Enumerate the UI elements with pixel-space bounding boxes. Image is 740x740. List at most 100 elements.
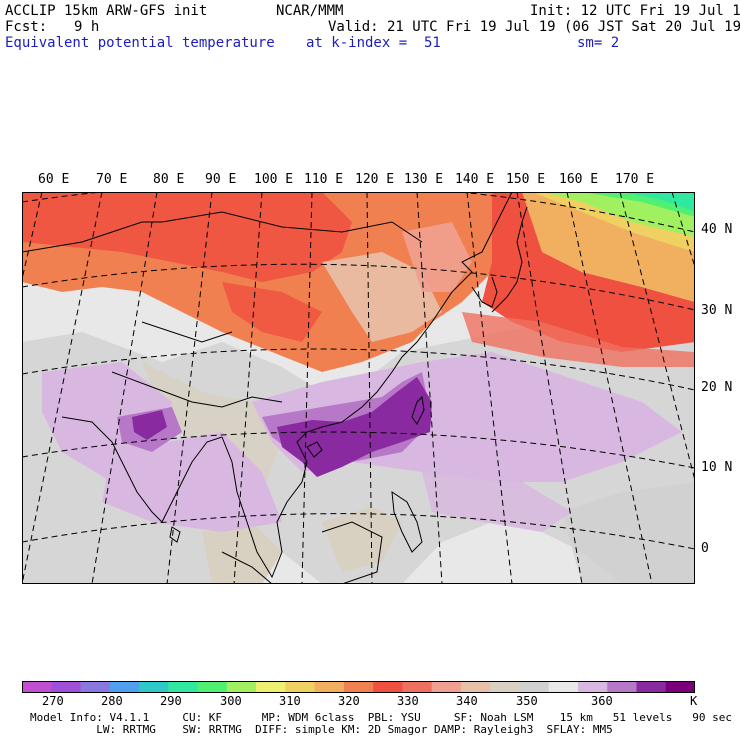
- meridian: [466, 192, 513, 584]
- border-himalaya: [111, 371, 283, 408]
- colorbar: [22, 681, 695, 693]
- colorbar-swatch: [490, 681, 520, 693]
- colorbar-swatch: [285, 681, 316, 693]
- map-frame: [22, 192, 695, 584]
- field-purple-region: [102, 432, 282, 532]
- colorbar-swatch: [51, 681, 82, 693]
- lat-label: 30 N: [701, 303, 733, 318]
- lat-label: 10 N: [701, 460, 733, 475]
- field-warm-band: [222, 282, 322, 342]
- colorbar-tick-label: 320: [338, 694, 360, 708]
- lon-label: 60 E: [38, 172, 70, 187]
- lon-label: 130 E: [404, 172, 444, 187]
- colorbar-swatch: [109, 681, 140, 693]
- lon-label: 80 E: [153, 172, 185, 187]
- colorbar-swatch: [431, 681, 462, 693]
- field-purple-core: [277, 377, 432, 477]
- colorbar-swatch: [402, 681, 433, 693]
- lat-label: 0: [701, 541, 709, 556]
- colorbar-swatch: [343, 681, 374, 693]
- meridian: [566, 192, 653, 584]
- colorbar-swatch: [519, 681, 550, 693]
- colorbar-swatch: [80, 681, 111, 693]
- lon-label: 100 E: [254, 172, 294, 187]
- field-warm-band: [322, 252, 442, 342]
- coastline-borneo: [321, 521, 383, 584]
- colorbar-tick-label: 360: [591, 694, 613, 708]
- coastline-china-north: [441, 192, 513, 308]
- model-info-line2: LW: RRTMG SW: RRTMG DIFF: simple KM: 2D …: [30, 723, 613, 736]
- colorbar-tick-label: 340: [456, 694, 478, 708]
- colorbar-tick-label: 350: [516, 694, 538, 708]
- parallel-40n: [22, 192, 695, 233]
- colorbar-tick-label: 310: [279, 694, 301, 708]
- colorbar-swatch: [197, 681, 228, 693]
- border-misc: [141, 321, 233, 343]
- colorbar-swatch: [636, 681, 667, 693]
- coastline-hainan: [306, 441, 323, 458]
- colorbar-swatch: [314, 681, 345, 693]
- field-name: Equivalent potential temperature: [5, 35, 275, 51]
- colorbar-swatch: [139, 681, 169, 693]
- meridian: [22, 192, 103, 584]
- init-time: Init: 12 UTC Fri 19 Jul 19: [530, 3, 740, 19]
- lon-label: 90 E: [205, 172, 237, 187]
- valid-time: Valid: 21 UTC Fri 19 Jul 19 (06 JST Sat …: [328, 19, 740, 35]
- colorbar-swatch: [22, 681, 52, 693]
- meridian: [619, 192, 695, 483]
- forecast-hour: 9 h: [74, 19, 100, 35]
- field-warm-band: [462, 312, 695, 367]
- meridian: [166, 192, 213, 584]
- meridian: [416, 192, 443, 584]
- coastline-taiwan: [411, 395, 425, 425]
- coastline-sumatra: [221, 551, 273, 584]
- smoothing-label: sm= 2: [577, 35, 620, 51]
- field-grey-region: [322, 507, 402, 572]
- border-mongolia: [161, 211, 423, 243]
- theta-e-map[interactable]: [22, 192, 695, 584]
- meridian: [301, 192, 313, 584]
- colorbar-tick-label: 330: [397, 694, 419, 708]
- center-label: NCAR/MMM: [276, 3, 344, 19]
- model-info-line1: Model Info: V4.1.1 CU: KF MP: WDM 6class…: [30, 711, 732, 724]
- colorbar-swatch: [256, 681, 286, 693]
- colorbar-tick-label: 280: [101, 694, 123, 708]
- colorbar-swatch: [665, 681, 695, 693]
- colorbar-swatch: [226, 681, 257, 693]
- colorbar-swatch: [168, 681, 199, 693]
- colorbar-unit: K: [690, 694, 698, 708]
- parallel-30n: [22, 263, 695, 311]
- forecast-label: Fcst:: [5, 19, 48, 35]
- colorbar-tick-label: 300: [220, 694, 242, 708]
- field-grey-region: [202, 522, 282, 584]
- field-purple-region: [422, 472, 572, 532]
- lon-label: 120 E: [355, 172, 395, 187]
- meridian: [91, 192, 158, 584]
- colorbar-swatch: [460, 681, 491, 693]
- colorbar-swatch: [373, 681, 403, 693]
- coastline-philippines: [391, 490, 423, 553]
- field-warm-band: [482, 192, 695, 352]
- colorbar-frame: [22, 681, 695, 693]
- lon-label: 170 E: [615, 172, 655, 187]
- meridian: [516, 192, 583, 584]
- coastline-srilanka: [169, 526, 181, 543]
- colorbar-swatch: [607, 681, 637, 693]
- colorbar-tick-label: 270: [42, 694, 64, 708]
- lon-label: 160 E: [559, 172, 599, 187]
- field-cool-band: [622, 192, 695, 212]
- lon-label: 70 E: [96, 172, 128, 187]
- field-warm-band: [22, 192, 352, 282]
- field-grey-region: [562, 482, 695, 584]
- lon-label: 110 E: [304, 172, 344, 187]
- model-title: ACCLIP 15km ARW-GFS init: [5, 3, 208, 19]
- field-warm-band: [522, 192, 695, 302]
- meridian: [233, 192, 263, 584]
- colorbar-tick-label: 290: [160, 694, 182, 708]
- coastline-indochina: [221, 306, 443, 579]
- level-label: at k-index = 51: [306, 35, 441, 51]
- coastline-india: [61, 416, 223, 523]
- colorbar-swatch: [548, 681, 579, 693]
- field-warm-band: [402, 222, 472, 292]
- lon-label: 150 E: [506, 172, 546, 187]
